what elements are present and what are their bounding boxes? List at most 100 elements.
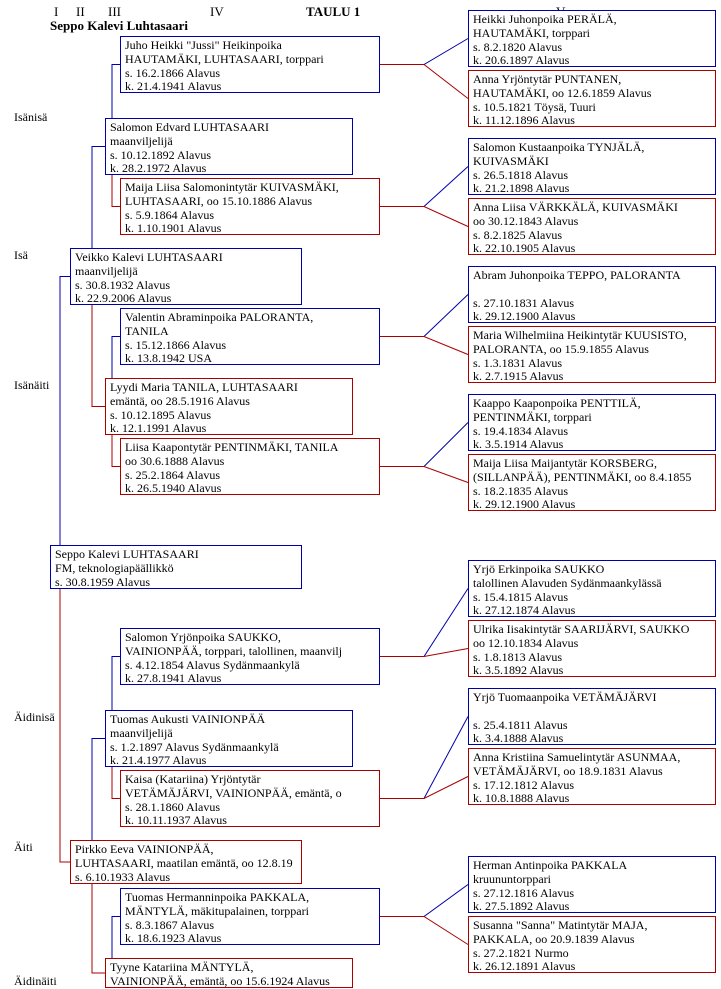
person-line: PAKKALA, oo 20.9.1839 Alavus	[473, 933, 711, 947]
person-line: k. 3.5.1914 Alavus	[473, 438, 711, 452]
person-line: k. 13.8.1942 USA	[125, 352, 375, 366]
person-box-salomon_edvard: Salomon Edvard LUHTASAARImaanviljelijäs.…	[105, 118, 353, 175]
person-line: maanviljelijä	[110, 727, 348, 741]
person-line: s. 1.3.1831 Alavus	[473, 357, 711, 371]
person-line: Herman Antinpoika PAKKALA	[473, 859, 711, 873]
person-line: s. 5.9.1864 Alavus	[125, 209, 375, 223]
person-line: k. 21.2.1898 Alavus	[473, 182, 711, 196]
side-aidinisa: Äidinisä	[14, 710, 55, 725]
person-line: Kaappo Kaaponpoika PENTTILÄ,	[473, 397, 711, 411]
person-line: Maria Wilhelmiina Heikintytär KUUSISTO,	[473, 329, 711, 343]
person-line: Yrjö Tuomaanpoika VETÄMÄJÄRVI	[473, 691, 711, 705]
root-person-title: Seppo Kalevi Luhtasaari	[50, 18, 188, 34]
side-isanisa: Isänisä	[14, 110, 47, 125]
person-line: HAUTAMÄKI, torppari	[473, 27, 711, 41]
person-line: Tyyne Katariina MÄNTYLÄ,	[110, 961, 348, 975]
person-line: k. 26.5.1940 Alavus	[125, 482, 375, 496]
person-line: Tuomas Aukusti VAINIONPÄÄ	[110, 713, 348, 727]
person-line: VAINIONPÄÄ, torppari, talollinen, maanvi…	[125, 645, 375, 659]
person-line: HAUTAMÄKI, LUHTASAARI, torppari	[125, 53, 375, 67]
person-line: k. 2.7.1915 Alavus	[473, 370, 711, 384]
person-box-kaappo: Kaappo Kaaponpoika PENTTILÄ,PENTINMÄKI, …	[468, 394, 716, 451]
person-line: Susanna "Sanna" Matintytär MAJA,	[473, 919, 711, 933]
person-box-yrjo_tuomaanpoika: Yrjö Tuomaanpoika VETÄMÄJÄRVI s. 25.4.18…	[468, 688, 716, 745]
person-line: s. 27.10.1831 Alavus	[473, 297, 711, 311]
person-line: k. 10.8.1888 Alavus	[473, 792, 711, 806]
person-box-pirkko: Pirkko Eeva VAINIONPÄÄ,LUHTASAARI, maati…	[70, 840, 302, 884]
side-isa: Isä	[14, 248, 28, 263]
person-line: LUHTASAARI, oo 15.10.1886 Alavus	[125, 195, 375, 209]
person-line: Yrjö Erkinpoika SAUKKO	[473, 563, 711, 577]
person-line: kruununtorppari	[473, 873, 711, 887]
person-box-liisa_kaapontytar: Liisa Kaapontytär PENTINMÄKI, TANILAoo 3…	[120, 438, 380, 495]
person-line: k. 27.12.1874 Alavus	[473, 604, 711, 618]
person-line: KUIVASMÄKI	[473, 155, 711, 169]
person-box-maija_liisa_kuivasmaki: Maija Liisa Salomonintytär KUIVASMÄKI,LU…	[120, 178, 380, 235]
person-line: Salomon Yrjönpoika SAUKKO,	[125, 631, 375, 645]
person-line: PENTINMÄKI, torppari	[473, 411, 711, 425]
person-box-valentin: Valentin Abraminpoika PALORANTA,TANILAs.…	[120, 308, 380, 365]
person-line: k. 29.12.1900 Alavus	[473, 310, 711, 324]
person-box-lyydi: Lyydi Maria TANILA, LUHTASAARIemäntä, oo…	[105, 378, 353, 435]
person-line: s. 10.5.1821 Töysä, Tuuri	[473, 101, 711, 115]
person-line: s. 15.12.1866 Alavus	[125, 339, 375, 353]
person-line: s. 10.12.1892 Alavus	[110, 149, 348, 163]
person-line: VETÄMÄJÄRVI, oo 18.9.1831 Alavus	[473, 765, 711, 779]
person-line: maanviljelijä	[75, 265, 297, 279]
person-box-yrjo_erkinpoika: Yrjö Erkinpoika SAUKKOtalollinen Alavude…	[468, 560, 716, 617]
person-line: Ulrika Iisakintytär SAARIJÄRVI, SAUKKO	[473, 623, 711, 637]
person-line: Maija Liisa Maijantytär KORSBERG,	[473, 457, 711, 471]
person-line: HAUTAMÄKI, oo 12.6.1859 Alavus	[473, 87, 711, 101]
person-line: LUHTASAARI, maatilan emäntä, oo 12.8.19	[75, 857, 297, 871]
person-line: s. 4.12.1854 Alavus Sydänmaankylä	[125, 659, 375, 673]
person-box-heikki_juhonpoika: Heikki Juhonpoika PERÄLÄ,HAUTAMÄKI, torp…	[468, 10, 716, 67]
col-IV-label: IV	[210, 4, 224, 20]
person-box-kaisa_katariina: Kaisa (Katariina) YrjöntytärVETÄMÄJÄRVI,…	[120, 770, 380, 827]
person-line: k. 22.9.2006 Alavus	[75, 292, 297, 306]
person-line: k. 20.6.1897 Alavus	[473, 54, 711, 68]
page-root: I II III IV V Seppo Kalevi Luhtasaari TA…	[0, 0, 721, 989]
person-box-herman: Herman Antinpoika PAKKALAkruununtorppari…	[468, 856, 716, 913]
taulu-label: TAULU 1	[306, 4, 360, 20]
side-aidinaiti: Äidinäiti	[14, 974, 57, 989]
person-line: s. 27.12.1816 Alavus	[473, 887, 711, 901]
person-line: Tuomas Hermanninpoika PAKKALA,	[125, 891, 375, 905]
person-line: Juho Heikki "Jussi" Heikinpoika	[125, 39, 375, 53]
person-line: s. 27.2.1821 Nurmo	[473, 947, 711, 961]
person-line: PALORANTA, oo 15.9.1855 Alavus	[473, 343, 711, 357]
person-box-anna_kristiina: Anna Kristiina Samuelintytär ASUNMAA,VET…	[468, 748, 716, 805]
person-line: Veikko Kalevi LUHTASAARI	[75, 251, 297, 265]
person-line: Heikki Juhonpoika PERÄLÄ,	[473, 13, 711, 27]
person-box-juho_heikki: Juho Heikki "Jussi" HeikinpoikaHAUTAMÄKI…	[120, 36, 380, 93]
person-line: Pirkko Eeva VAINIONPÄÄ,	[75, 843, 297, 857]
person-line: Maija Liisa Salomonintytär KUIVASMÄKI,	[125, 181, 375, 195]
person-line: s. 30.8.1932 Alavus	[75, 279, 297, 293]
person-box-maria_wilhelmiina: Maria Wilhelmiina Heikintytär KUUSISTO,P…	[468, 326, 716, 383]
person-box-susanna: Susanna "Sanna" Matintytär MAJA,PAKKALA,…	[468, 916, 716, 973]
person-line	[473, 705, 711, 719]
person-line: emäntä, oo 28.5.1916 Alavus	[110, 395, 348, 409]
person-line: s. 17.12.1812 Alavus	[473, 779, 711, 793]
person-box-tuomas_hermanninpoika: Tuomas Hermanninpoika PAKKALA,MÄNTYLÄ, m…	[120, 888, 380, 945]
person-line: s. 15.4.1815 Alavus	[473, 591, 711, 605]
person-line: Anna Yrjöntytär PUNTANEN,	[473, 73, 711, 87]
person-line: k. 11.12.1896 Alavus	[473, 114, 711, 128]
person-line: s. 8.3.1867 Alavus	[125, 919, 375, 933]
person-line: oo 30.12.1843 Alavus	[473, 215, 711, 229]
person-line: Valentin Abraminpoika PALORANTA,	[125, 311, 375, 325]
person-line: k. 27.8.1941 Alavus	[125, 672, 375, 686]
person-box-maija_liisa_maijantytar: Maija Liisa Maijantytär KORSBERG,(SILLAN…	[468, 454, 716, 511]
side-aiti: Äiti	[14, 840, 33, 855]
person-box-salomon_yrjonpoika: Salomon Yrjönpoika SAUKKO,VAINIONPÄÄ, to…	[120, 628, 380, 685]
person-box-tyyne: Tyyne Katariina MÄNTYLÄ,VAINIONPÄÄ, emän…	[105, 958, 353, 988]
person-line: s. 18.2.1835 Alavus	[473, 485, 711, 499]
person-box-seppo: Seppo Kalevi LUHTASAARIFM, teknologiapää…	[50, 545, 302, 589]
person-box-salomon_kustaanpoika: Salomon Kustaanpoika TYNJÄLÄ,KUIVASMÄKIs…	[468, 138, 716, 195]
person-line: Liisa Kaapontytär PENTINMÄKI, TANILA	[125, 441, 375, 455]
person-line: k. 29.12.1900 Alavus	[473, 498, 711, 512]
person-line: k. 1.10.1901 Alavus	[125, 222, 375, 236]
person-line: Salomon Edvard LUHTASAARI	[110, 121, 348, 135]
person-line: s. 10.12.1895 Alavus	[110, 409, 348, 423]
person-line: k. 26.12.1891 Alavus	[473, 960, 711, 974]
person-line: MÄNTYLÄ, mäkitupalainen, torppari	[125, 905, 375, 919]
